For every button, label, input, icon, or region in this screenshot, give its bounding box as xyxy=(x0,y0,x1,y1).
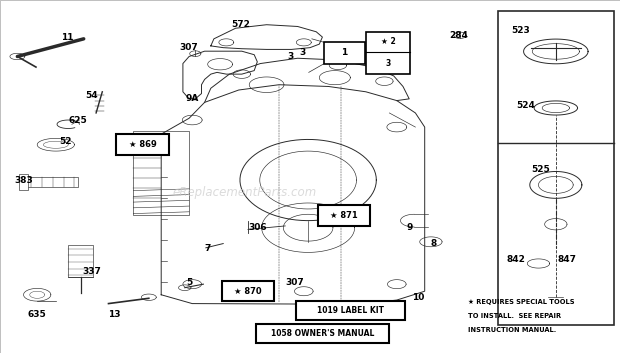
Bar xyxy=(19,174,28,190)
Bar xyxy=(256,324,389,343)
Text: 3: 3 xyxy=(386,59,391,68)
Text: 842: 842 xyxy=(507,255,525,264)
Text: 625: 625 xyxy=(68,115,87,125)
Text: 8: 8 xyxy=(431,239,437,248)
Text: 523: 523 xyxy=(512,25,530,35)
Text: 11: 11 xyxy=(61,32,73,42)
Text: 52: 52 xyxy=(59,137,71,146)
Text: 13: 13 xyxy=(108,310,121,319)
Text: 3: 3 xyxy=(299,48,306,58)
Bar xyxy=(22,176,78,187)
Text: 635: 635 xyxy=(28,310,46,319)
Text: 3: 3 xyxy=(287,52,293,61)
Text: INSTRUCTION MANUAL.: INSTRUCTION MANUAL. xyxy=(468,327,556,333)
Text: eReplacementParts.com: eReplacementParts.com xyxy=(173,186,317,199)
Bar xyxy=(133,131,189,215)
Text: 306: 306 xyxy=(248,223,267,232)
Text: 572: 572 xyxy=(231,20,250,29)
Bar xyxy=(68,245,93,277)
Text: 9: 9 xyxy=(406,223,412,232)
Text: 5: 5 xyxy=(186,278,192,287)
Bar xyxy=(117,134,169,155)
Bar xyxy=(296,301,404,321)
Text: ★ 869: ★ 869 xyxy=(129,140,156,149)
Text: 7: 7 xyxy=(205,244,211,253)
Text: 847: 847 xyxy=(558,255,577,264)
Text: 383: 383 xyxy=(14,175,33,185)
Text: 1058 OWNER'S MANUAL: 1058 OWNER'S MANUAL xyxy=(271,329,374,338)
Text: 9A: 9A xyxy=(185,94,199,103)
Text: ★ 870: ★ 870 xyxy=(234,287,262,296)
Text: 525: 525 xyxy=(531,165,550,174)
Bar xyxy=(366,32,410,74)
Text: 337: 337 xyxy=(82,267,101,276)
Text: 10: 10 xyxy=(412,293,425,302)
Bar xyxy=(318,205,371,226)
Text: 307: 307 xyxy=(180,43,198,52)
Text: TO INSTALL.  SEE REPAIR: TO INSTALL. SEE REPAIR xyxy=(468,313,561,319)
Text: ★ REQUIRES SPECIAL TOOLS: ★ REQUIRES SPECIAL TOOLS xyxy=(468,299,575,305)
Text: 1: 1 xyxy=(341,48,348,58)
Text: 524: 524 xyxy=(516,101,535,110)
Bar xyxy=(498,11,614,325)
Text: 1019 LABEL KIT: 1019 LABEL KIT xyxy=(317,306,384,315)
Bar xyxy=(324,42,365,64)
Text: 284: 284 xyxy=(450,31,468,40)
Bar xyxy=(222,281,275,301)
Text: ★ 871: ★ 871 xyxy=(330,211,358,220)
Text: 307: 307 xyxy=(285,278,304,287)
Text: ★ 2: ★ 2 xyxy=(381,37,396,47)
Text: 54: 54 xyxy=(86,91,98,100)
